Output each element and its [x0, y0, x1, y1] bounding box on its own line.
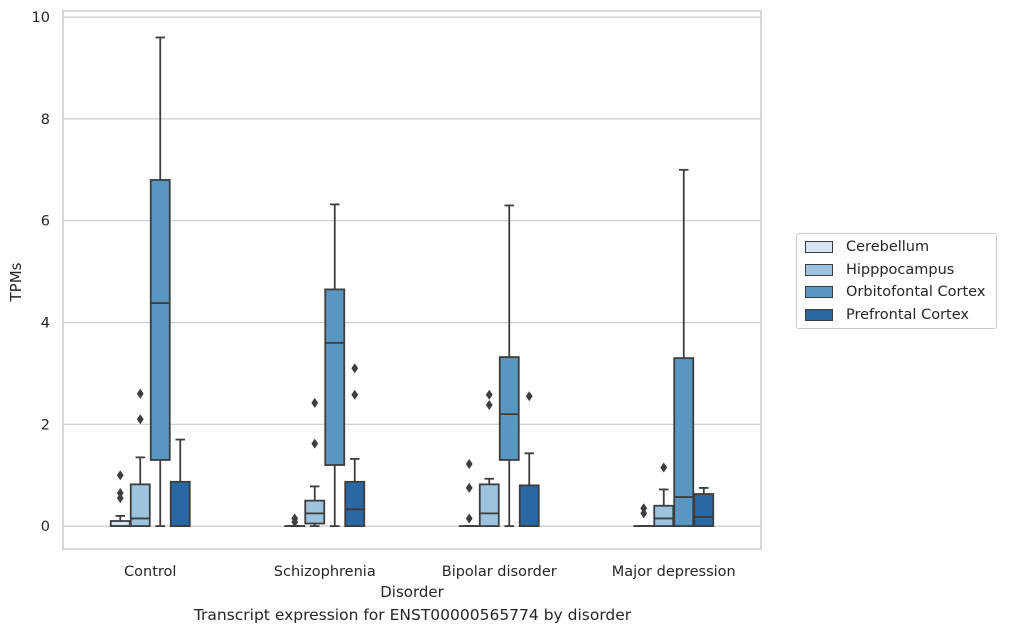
outlier-point [116, 470, 124, 481]
outlier-point [136, 414, 144, 425]
outlier-point [465, 482, 473, 493]
legend-label: Prefrontal Cortex [846, 307, 969, 323]
outlier-point [116, 493, 124, 504]
outlier-point [351, 363, 359, 374]
legend-swatch [805, 241, 833, 253]
plot-frame [62, 10, 762, 550]
x-axis-title: Disorder [380, 583, 444, 601]
outlier-point [351, 389, 359, 400]
box-group [304, 397, 326, 527]
box [304, 499, 326, 525]
x-tick-labels: Control Schizophrenia Bipolar disorder Majo… [124, 564, 736, 580]
box [169, 480, 191, 527]
box [673, 357, 695, 527]
y-tick-label: 4 [41, 316, 50, 332]
x-tick-label: Major depression [612, 564, 736, 580]
y-tick-label: 10 [32, 10, 50, 26]
box [693, 493, 715, 527]
legend-item-prefrontal-cortex: Prefrontal Cortex [805, 305, 969, 325]
box-group [653, 462, 675, 527]
box [498, 356, 520, 461]
legend-item-orbitofrontal-cortex: Orbitofontal Cortex [805, 282, 985, 302]
box-group [284, 513, 306, 528]
legend-swatch [805, 309, 833, 321]
box-group [169, 438, 191, 527]
outlier-point [525, 391, 533, 402]
box-group [344, 363, 366, 527]
box-group [324, 203, 346, 527]
outlier-point [311, 397, 319, 408]
x-tick-label: Schizophrenia [274, 564, 376, 580]
outlier-point [485, 389, 493, 400]
y-tick-label: 6 [41, 214, 50, 230]
y-tick-label: 8 [41, 112, 50, 128]
x-tick-label: Control [124, 564, 176, 580]
outlier-point [116, 488, 124, 499]
box [149, 179, 171, 461]
outlier-point [640, 508, 648, 519]
outlier-point [311, 438, 319, 449]
legend-item-cerebellum: Cerebellum [805, 237, 929, 257]
outlier-point [465, 458, 473, 469]
box [129, 483, 151, 527]
legend-swatch [805, 286, 833, 298]
box-group [498, 204, 520, 527]
legend-label: Hipppocampus [846, 262, 955, 278]
box-group [478, 389, 500, 527]
boxes [109, 36, 715, 528]
box [324, 288, 346, 466]
legend: Cerebellum Hipppocampus Orbitofontal Cor… [796, 233, 997, 329]
y-tick-label: 0 [41, 519, 50, 535]
chart-caption: Transcript expression for ENST0000056577… [193, 606, 632, 624]
box-group [109, 470, 131, 527]
box-group [673, 168, 695, 527]
box [653, 504, 675, 527]
box-group [149, 36, 171, 527]
box-group [458, 458, 480, 528]
box [518, 484, 540, 527]
legend-swatch [805, 264, 833, 276]
outlier-point [660, 462, 668, 473]
x-tick-label: Bipolar disorder [442, 564, 557, 580]
outlier-point [465, 513, 473, 524]
outlier-point [485, 399, 493, 410]
y-axis-title: TPMs [7, 262, 25, 302]
box-group [518, 391, 540, 527]
y-tick-labels: 0 2 4 6 8 10 [32, 10, 50, 535]
outlier-point [291, 513, 299, 524]
legend-label: Orbitofontal Cortex [846, 284, 986, 300]
box [344, 480, 366, 527]
outlier-point [136, 388, 144, 399]
legend-item-hippocampus: Hipppocampus [805, 260, 954, 280]
legend-label: Cerebellum [846, 239, 930, 255]
box-group [633, 503, 655, 528]
box-group [693, 487, 715, 527]
y-tick-label: 2 [41, 417, 50, 433]
outlier-point [640, 503, 648, 514]
box-group [129, 388, 151, 527]
box [478, 483, 500, 527]
